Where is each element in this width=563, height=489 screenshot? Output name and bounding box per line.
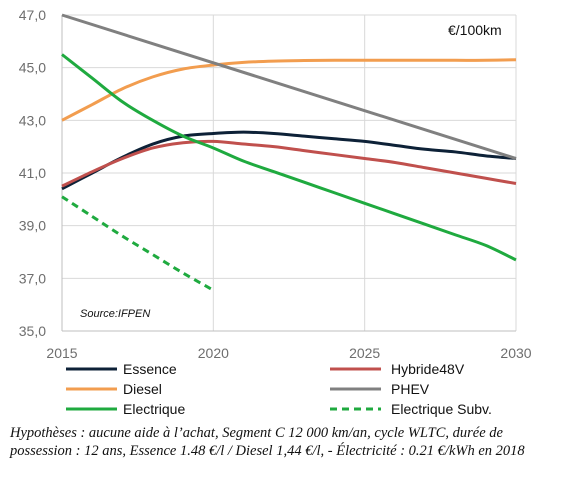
series-line-phev [61,13,517,160]
axes: 35,0 37,0 39,0 41,0 43,0 45,0 47,0 2015 2020 2025… [19,7,532,361]
legend-label-electrique: Electrique [123,401,185,417]
source-label: Source:IFPEN [80,308,150,320]
y-tick-label: 41,0 [19,165,46,181]
series-line-hybride48v [61,139,517,188]
y-tick-label: 47,0 [19,7,46,23]
legend-label-phev: PHEV [391,381,430,397]
y-tick-label: 43,0 [19,112,46,128]
legend-label-electrique-subv: Electrique Subv. [391,401,492,417]
series-line-electrique-subv [61,195,215,292]
line-chart: 35,0 37,0 39,0 41,0 43,0 45,0 47,0 2015 2020 2025… [19,7,532,417]
series-line-electrique [61,53,517,262]
caption-hypotheses: Hypothèses : aucune aide à l’achat, Segm… [10,425,525,459]
y-tick-label: 45,0 [19,60,46,76]
legend-label-diesel: Diesel [123,381,162,397]
legend: Essence Hybride48V Diesel PHEV Electrique Ele… [66,361,492,417]
series-lines [61,13,517,292]
unit-label: €/100km [448,22,502,38]
series-line-diesel [61,58,517,122]
series-line-essence [61,130,517,191]
legend-label-essence: Essence [123,361,177,377]
x-tick-label: 2030 [500,345,531,361]
y-tick-label: 37,0 [19,270,46,286]
x-tick-label: 2025 [349,345,380,361]
grid [61,14,517,332]
y-tick-label: 39,0 [19,218,46,234]
x-tick-label: 2020 [198,345,229,361]
legend-label-hybride48v: Hybride48V [391,361,465,377]
y-tick-label: 35,0 [19,323,46,339]
x-tick-label: 2015 [46,345,77,361]
